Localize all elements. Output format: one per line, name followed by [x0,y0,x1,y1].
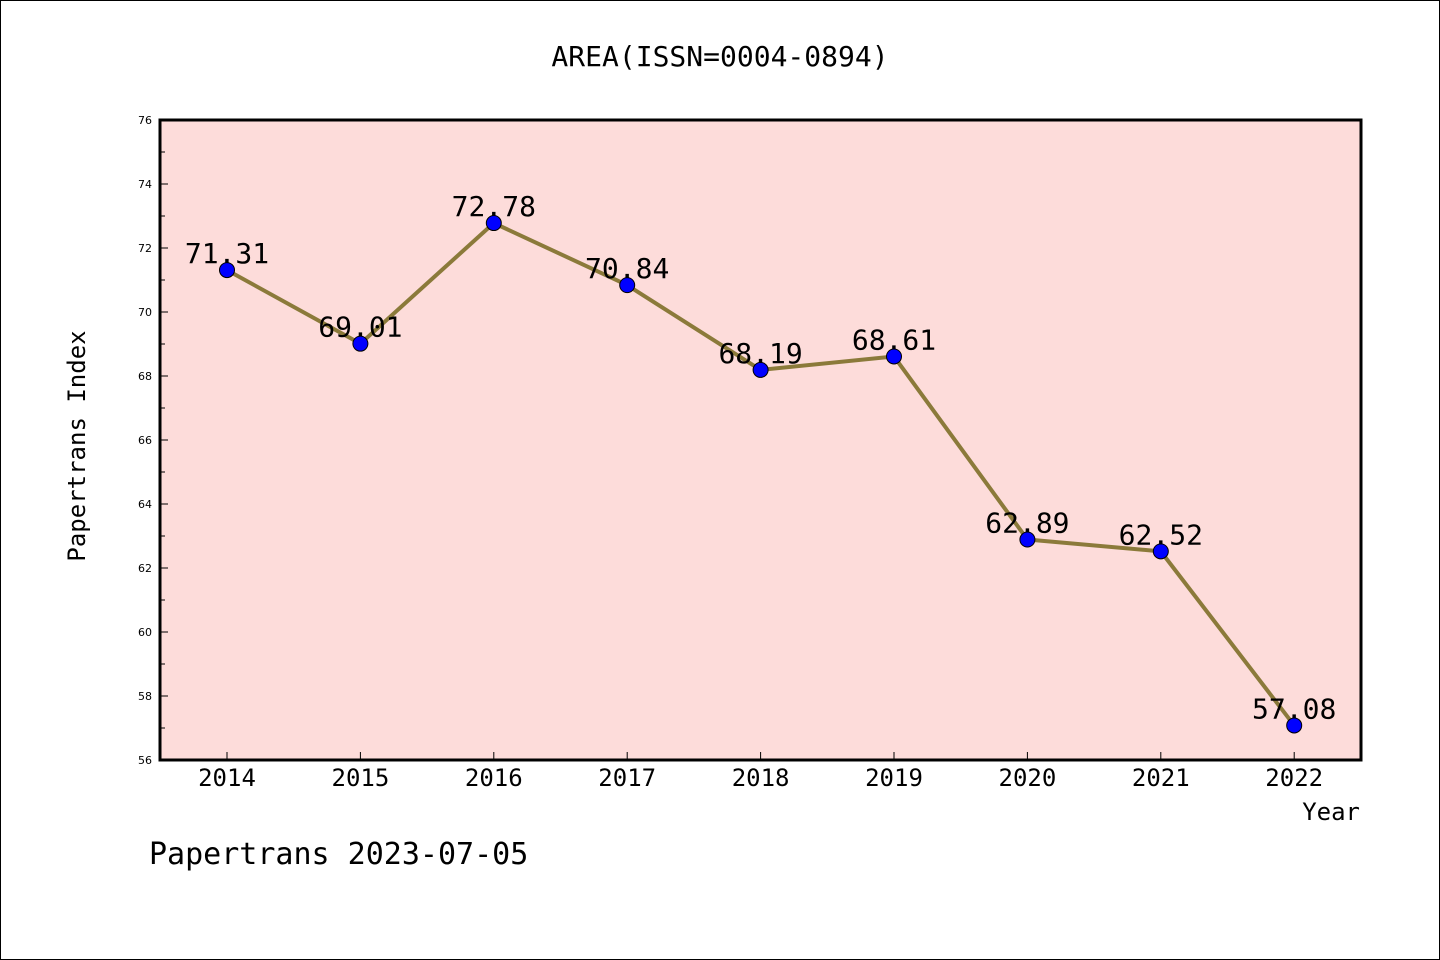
y-tick-label: 70 [138,306,152,319]
y-tick-label: 56 [138,754,152,767]
y-tick-label: 76 [138,114,152,127]
y-tick-label: 68 [138,370,152,383]
x-tick-label: 2020 [999,764,1057,792]
data-label: 68.61 [852,323,936,356]
data-point [485,215,502,232]
y-axis-label: Papertrans Index [63,330,91,561]
data-label: 69.01 [318,311,402,344]
footer-credit: Papertrans 2023-07-05 [149,837,528,872]
x-tick-label: 2016 [465,764,523,792]
data-point [219,262,235,279]
y-tick-label: 74 [138,178,152,191]
x-axis-ticks: 2014 2015 2016 2017 2018 2019 2020 2021 2022 [198,752,1323,792]
x-tick-label: 2022 [1265,764,1323,792]
y-tick-label: 60 [138,626,152,639]
data-point [352,335,369,352]
y-tick-label: 58 [138,690,152,703]
x-axis-label: Year [1302,798,1360,826]
data-point [1152,543,1169,560]
data-point [1286,717,1303,734]
y-tick-label: 64 [138,498,152,511]
data-markers [219,215,1303,734]
data-label: 72.78 [452,190,536,223]
data-point [752,361,769,378]
y-axis-ticks: 56 58 60 62 64 66 68 70 72 74 76 [138,114,168,767]
x-tick-label: 2017 [598,764,656,792]
x-tick-label: 2019 [865,764,923,792]
data-point [619,277,636,294]
x-tick-label: 2015 [332,764,390,792]
data-point [1019,531,1036,548]
data-label: 62.52 [1119,518,1203,551]
data-labels: 71.31 69.01 72.78 70.84 68.19 68.61 62.89 62.52… [185,190,1336,725]
data-label: 68.19 [718,337,802,370]
x-tick-label: 2021 [1132,764,1190,792]
data-label: 62.89 [985,507,1069,540]
plot-area [158,118,1363,762]
x-tick-label: 2014 [198,764,256,792]
y-tick-label: 66 [138,434,152,447]
data-label: 70.84 [585,252,669,285]
x-tick-label: 2018 [732,764,790,792]
y-tick-label: 72 [138,242,152,255]
data-label: 71.31 [185,237,269,270]
chart-title: AREA(ISSN=0004-0894) [551,40,888,73]
data-label: 57.08 [1252,692,1336,725]
data-point [886,348,902,365]
y-tick-label: 62 [138,562,152,575]
